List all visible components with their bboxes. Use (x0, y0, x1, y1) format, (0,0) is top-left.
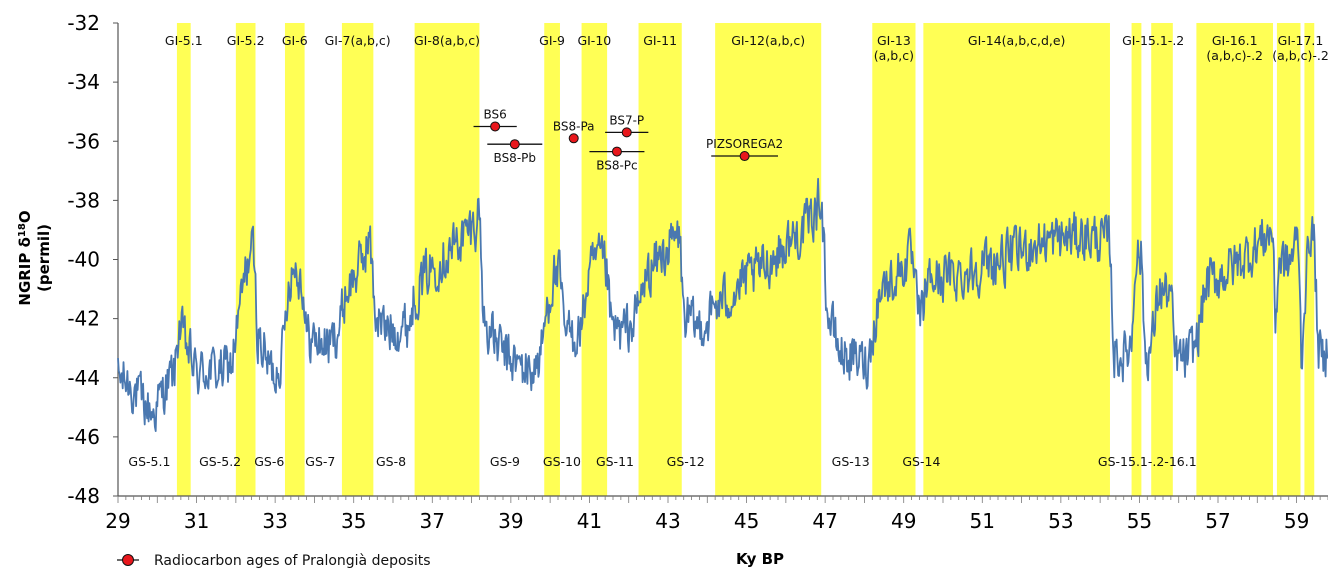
interstadial-label: GI-12(a,b,c) (731, 33, 805, 48)
stadial-label: GS-7 (305, 454, 335, 469)
radiocarbon-label: BS8-Pb (494, 151, 536, 165)
x-tick-label: 49 (891, 509, 916, 533)
y-axis-title-line2: (permil) (35, 224, 53, 292)
x-tick-label: 47 (812, 509, 837, 533)
y-tick-label: -32 (67, 11, 100, 35)
interstadial-band (176, 23, 191, 496)
x-tick-label: 37 (420, 509, 445, 533)
interstadial-band (544, 23, 560, 496)
legend-label: Radiocarbon ages of Pralongià deposits (154, 553, 431, 569)
ngrip-series (117, 177, 1328, 433)
y-tick-label: -48 (67, 484, 100, 508)
x-tick-label: 53 (1048, 509, 1073, 533)
stadial-label: GS-5.2 (199, 454, 241, 469)
radiocarbon-point (621, 127, 632, 138)
x-tick-label: 45 (734, 509, 759, 533)
radiocarbon-label: BS8-Pa (553, 119, 595, 133)
y-tick-label: -46 (67, 425, 100, 449)
y-tick-label: -42 (67, 307, 100, 331)
interstadial-label: GI-17.1 (1278, 33, 1324, 48)
interstadial-label: GI-15.1-.2 (1122, 33, 1184, 48)
interstadial-band (872, 23, 916, 496)
interstadial-label: GI-6 (282, 33, 308, 48)
legend: Radiocarbon ages of Pralongià deposits (117, 553, 431, 569)
x-tick-label: 41 (577, 509, 602, 533)
interstadial-label: (a,b,c) (874, 48, 914, 63)
stadial-label: GS-11 (596, 454, 634, 469)
interstadial-bands (176, 23, 1315, 496)
x-tick-label: 31 (184, 509, 209, 533)
x-axis-title: Ky BP (736, 550, 784, 568)
radiocarbon-point (739, 151, 750, 162)
y-tick-label: -36 (67, 129, 100, 153)
interstadial-band (284, 23, 305, 496)
interstadial-label: GI-10 (577, 33, 611, 48)
interstadial-label: GI-11 (643, 33, 677, 48)
stadial-labels: GS-5.1 GS-5.2 GS-6 GS-7 GS-8 GS-9 GS-10 GS-11 GS… (128, 454, 1196, 469)
stadial-label: GS-12 (667, 454, 705, 469)
radiocarbon-label: BS7-P (609, 113, 644, 127)
stadial-label: GS-14 (902, 454, 940, 469)
radiocarbon-point (611, 146, 622, 157)
interstadial-label: GI-13 (877, 33, 911, 48)
interstadial-band (581, 23, 608, 496)
y-tick-label: -44 (67, 366, 100, 390)
radiocarbon-label: BS6 (484, 107, 507, 121)
interstadial-label: GI-7(a,b,c) (325, 33, 391, 48)
stadial-label: GS-9 (490, 454, 520, 469)
y-tick-label: -34 (67, 70, 100, 94)
radiocarbon-point (568, 133, 579, 144)
legend-marker (122, 554, 134, 566)
x-tick-label: 43 (655, 509, 680, 533)
interstadial-band (1304, 23, 1315, 496)
y-axis-title-line1: NGRIP δ18O (16, 210, 34, 305)
stadial-label: GS-10 (543, 454, 581, 469)
stadial-label: GS-15.1-.2-16.1 (1098, 454, 1197, 469)
x-tick-label: 33 (262, 509, 287, 533)
x-tick-label: 57 (1205, 509, 1230, 533)
interstadial-band (1151, 23, 1173, 496)
interstadial-label: GI-5.2 (227, 33, 265, 48)
radiocarbon-point (490, 121, 501, 132)
stadial-label: GS-13 (832, 454, 870, 469)
x-tick-label: 35 (341, 509, 366, 533)
radiocarbon-label: PIZSOREGA2 (706, 137, 783, 151)
radiocarbon-label: BS8-Pc (596, 159, 637, 173)
y-tick-label: -38 (67, 188, 100, 212)
x-tick-label: 55 (1127, 509, 1152, 533)
interstadial-label: GI-8(a,b,c) (414, 33, 480, 48)
interstadial-label: GI-5.1 (165, 33, 203, 48)
stadial-label: GS-6 (254, 454, 284, 469)
interstadial-label: (a,b,c)-.2 (1206, 48, 1263, 63)
interstadial-label: GI-16.1 (1212, 33, 1258, 48)
x-tick-label: 59 (1284, 509, 1309, 533)
y-tick-label: -40 (67, 248, 100, 272)
interstadial-label: GI-14(a,b,c,d,e) (968, 33, 1066, 48)
x-tick-label: 39 (498, 509, 523, 533)
stadial-label: GS-8 (376, 454, 406, 469)
radiocarbon-points: BS6 BS8-Pb BS8-Pa BS7-P BS8-Pc PIZSOREGA2 (473, 107, 783, 173)
interstadial-labels: GI-5.1 GI-5.2 GI-6 GI-7(a,b,c) GI-8(a,b,c) GI… (165, 33, 1328, 63)
interstadial-label: (a,b,c)-.2 (1272, 48, 1328, 63)
x-tick-label: 51 (970, 509, 995, 533)
x-tick-label: 29 (105, 509, 130, 533)
stadial-label: GS-5.1 (128, 454, 170, 469)
radiocarbon-point (509, 139, 520, 150)
interstadial-label: GI-9 (539, 33, 565, 48)
ngrip-line (117, 177, 1328, 433)
